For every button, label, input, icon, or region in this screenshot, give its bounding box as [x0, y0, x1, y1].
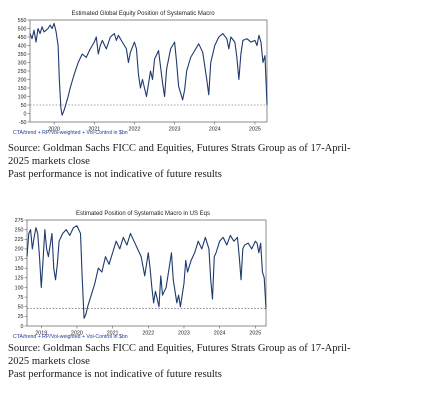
y-tick-label: 0 — [21, 324, 24, 330]
source-note: Source: Goldman Sachs FICC and Equities,… — [8, 342, 423, 381]
plot-area: 0 25 50 75 100 125 150 175 200 225 250 275 2019 2020 2… — [15, 218, 267, 337]
y-tick-label: 350 — [18, 52, 27, 58]
y-tick-label: 450 — [18, 35, 27, 41]
x-tick-label: 2022 — [142, 331, 154, 337]
x-tick-label: 2023 — [169, 127, 181, 133]
source-line: 2025 markets close — [8, 156, 90, 167]
series-line — [26, 225, 267, 319]
source-note: Source: Goldman Sachs FICC and Equities,… — [8, 142, 423, 181]
y-tick-label: 250 — [18, 69, 27, 75]
plot-border — [26, 219, 267, 327]
chart-title: Estimated Position of Systematic Macro i… — [76, 211, 210, 217]
chart-us-equities: Estimated Position of Systematic Macro i… — [13, 211, 267, 340]
y-tick-label: 100 — [18, 94, 27, 100]
y-tick-label: 250 — [15, 227, 24, 233]
chart-legend: CTA/trend + RP/Vol-weighted + Vol-Contro… — [13, 334, 128, 340]
source-line: Source: Goldman Sachs FICC and Equities,… — [8, 143, 351, 154]
x-tick-label: 2025 — [249, 127, 261, 133]
series-line — [29, 22, 268, 116]
y-tick-label: 275 — [15, 218, 24, 224]
y-tick-label: 550 — [18, 18, 27, 24]
y-tick-label: 25 — [18, 314, 24, 320]
disclaimer: Past performance is not indicative of fu… — [8, 169, 222, 180]
chart-title: Estimated Global Equity Position of Syst… — [71, 11, 215, 17]
y-tick-label: 175 — [15, 256, 24, 262]
x-tick-label: 2019 — [35, 331, 47, 337]
x-tick-label: 2025 — [249, 331, 261, 337]
y-tick-label: 200 — [18, 77, 27, 83]
x-tick-label: 2024 — [209, 127, 221, 133]
y-tick-label: 200 — [15, 247, 24, 253]
source-line: Source: Goldman Sachs FICC and Equities,… — [8, 343, 351, 354]
x-tick-label: 2020 — [48, 127, 60, 133]
y-tick-label: 75 — [18, 295, 24, 301]
x-tick-label: 2020 — [71, 331, 83, 337]
x-tick-label: 2024 — [214, 331, 226, 337]
y-tick-label: 0 — [24, 111, 27, 117]
chart-global-equity: Estimated Global Equity Position of Syst… — [13, 11, 268, 136]
x-tick-label: 2022 — [129, 127, 141, 133]
source-line: 2025 markets close — [8, 356, 90, 367]
x-tick-label: 2021 — [88, 127, 100, 133]
y-tick-label: -50 — [19, 120, 27, 126]
y-tick-label: 100 — [15, 285, 24, 291]
disclaimer: Past performance is not indicative of fu… — [8, 369, 222, 380]
x-tick-label: 2021 — [107, 331, 119, 337]
y-tick-label: 400 — [18, 43, 27, 49]
y-tick-label: 150 — [15, 266, 24, 272]
y-tick-label: 225 — [15, 237, 24, 243]
x-tick-label: 2023 — [178, 331, 190, 337]
plot-area: -50 0 50 100 150 200 250 300 350 400 450 500 550 2020… — [18, 18, 268, 133]
y-tick-label: 50 — [21, 103, 27, 109]
y-tick-label: 50 — [18, 305, 24, 311]
chart-legend: CTA/trend + RP/Vol-weighted + Vol-Contro… — [13, 130, 128, 136]
y-tick-label: 500 — [18, 26, 27, 32]
y-tick-label: 150 — [18, 86, 27, 92]
y-tick-label: 125 — [15, 276, 24, 282]
y-tick-label: 300 — [18, 60, 27, 66]
